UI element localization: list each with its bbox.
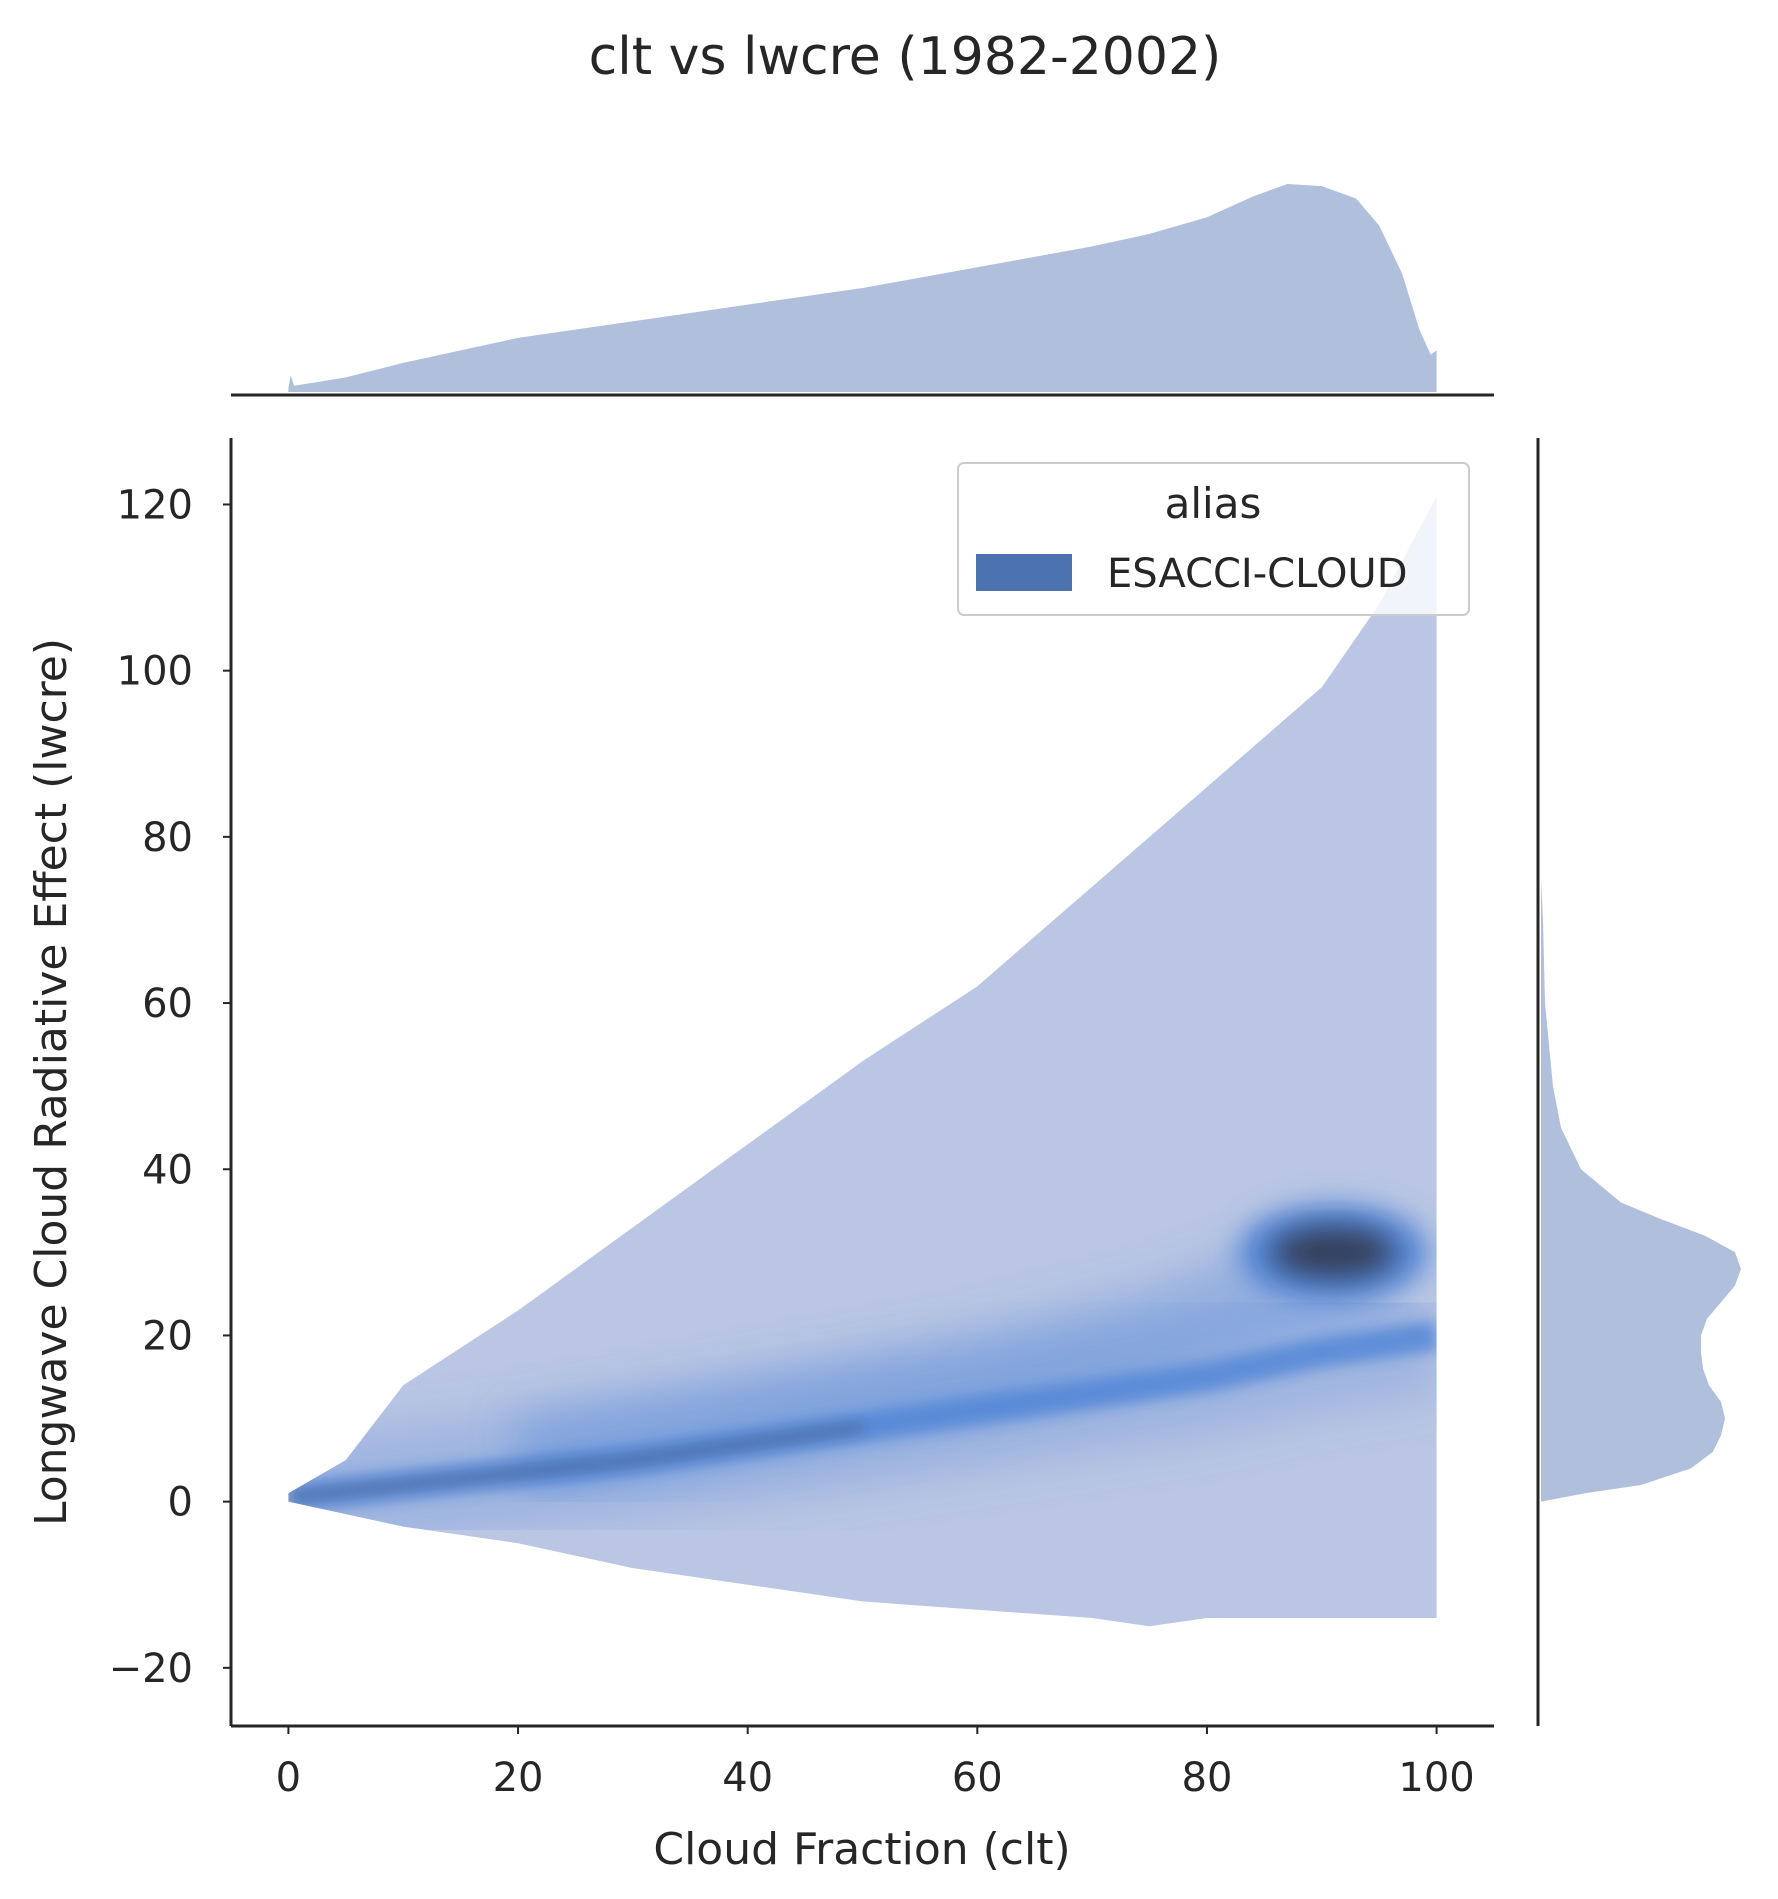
marginal-x-histogram xyxy=(288,184,1437,392)
x-tick-label: 80 xyxy=(1182,1755,1233,1801)
joint-histogram xyxy=(288,496,1437,1627)
y-tick-label: 40 xyxy=(142,1147,193,1193)
histogram-density-layers xyxy=(288,1204,1437,1558)
y-axis-label: Longwave Cloud Radiative Effect (lwcre) xyxy=(26,638,77,1526)
x-axis: 0 20 40 60 80 100 xyxy=(231,1724,1494,1801)
y-tick-label: 80 xyxy=(142,815,193,861)
x-tick-label: 60 xyxy=(952,1755,1003,1801)
legend-swatch xyxy=(976,554,1072,591)
legend-title: alias xyxy=(1165,479,1262,528)
legend[interactable]: alias ESACCI-CLOUD xyxy=(957,462,1470,616)
y-tick-label: −20 xyxy=(109,1646,193,1692)
y-tick-label: 0 xyxy=(168,1480,193,1526)
y-tick-label: 60 xyxy=(142,981,193,1027)
histogram-dense-core xyxy=(1271,1226,1396,1279)
y-tick-label: 120 xyxy=(117,482,193,528)
y-axis: −20 0 20 40 60 80 100 120 xyxy=(109,438,233,1726)
marginal-x-area xyxy=(288,184,1437,392)
x-tick-label: 100 xyxy=(1398,1755,1474,1801)
x-tick-label: 20 xyxy=(493,1755,544,1801)
legend-entry-label: ESACCI-CLOUD xyxy=(1107,551,1408,597)
x-tick-label: 0 xyxy=(276,1755,301,1801)
histogram-main-ridge-core xyxy=(288,1422,864,1502)
marginal-y-area xyxy=(1541,878,1741,1502)
x-axis-label: Cloud Fraction (clt) xyxy=(653,1824,1070,1875)
y-tick-label: 20 xyxy=(142,1313,193,1359)
y-tick-label: 100 xyxy=(117,649,193,695)
marginal-y-histogram xyxy=(1541,878,1741,1502)
legend-frame xyxy=(957,462,1470,616)
chart-title: clt vs lwcre (1982-2002) xyxy=(589,27,1222,87)
x-tick-label: 40 xyxy=(722,1755,773,1801)
